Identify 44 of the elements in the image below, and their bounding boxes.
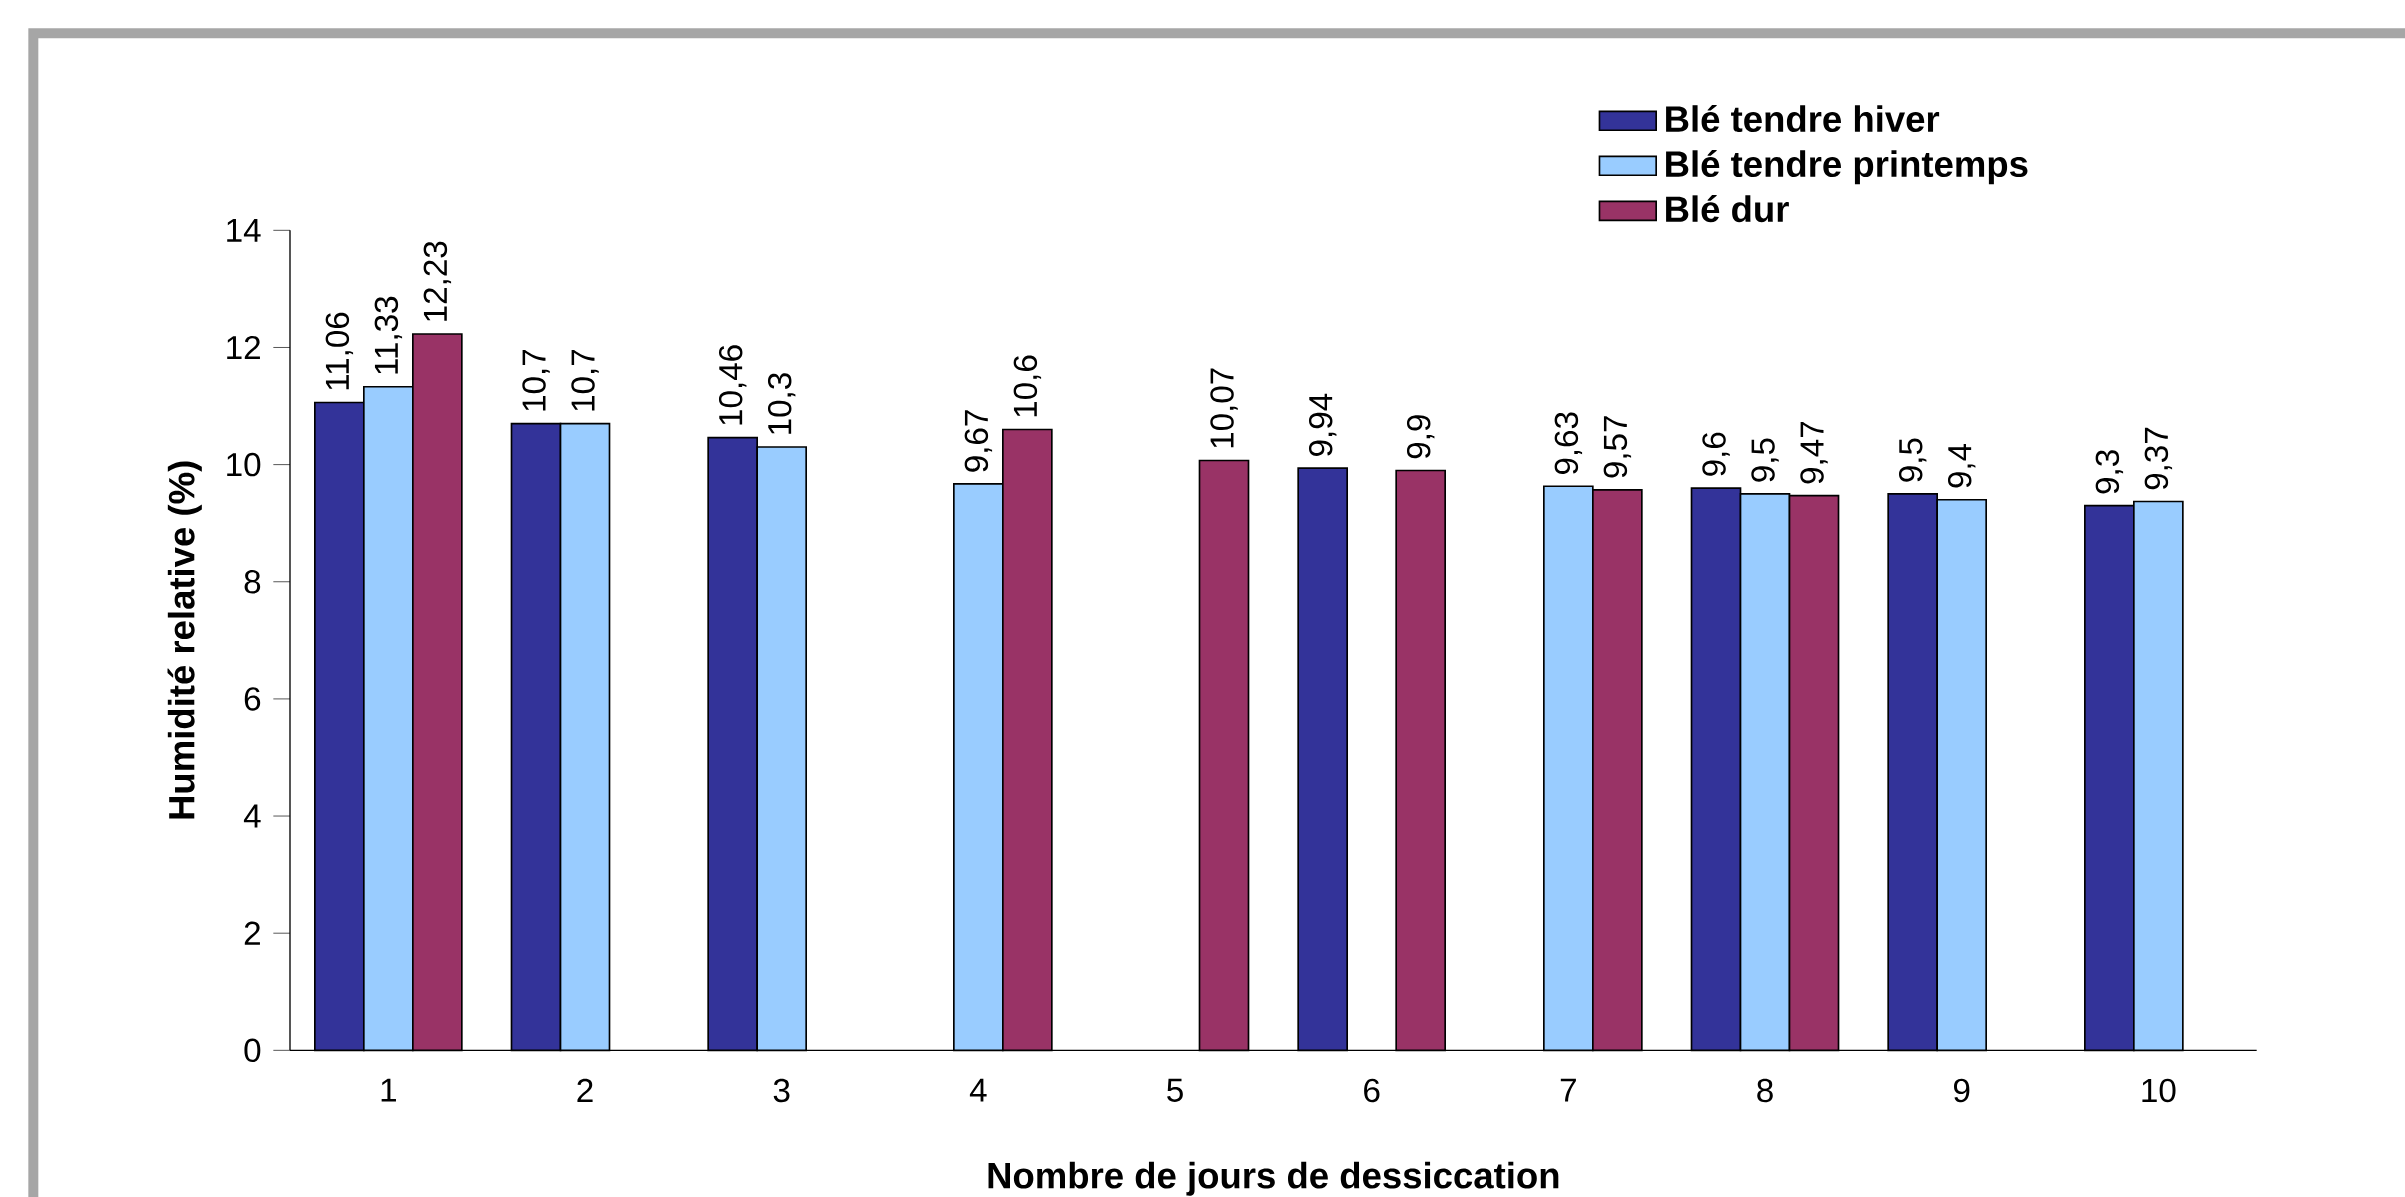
data-label: 9,5 (1751, 438, 1779, 482)
x-tick-label: 1 (381, 1078, 396, 1102)
x-tick-label: 9 (1954, 1078, 1970, 1103)
data-label: 9,4 (1947, 443, 1976, 488)
legend-label: Blé tendre hiver (1666, 104, 1940, 133)
data-label: 9,57 (1603, 416, 1632, 478)
data-label: 9,5 (1898, 438, 1927, 482)
data-label: 10,3 (767, 373, 796, 434)
data-label: 10,7 (571, 349, 599, 411)
data-label: 10,6 (1013, 355, 1042, 417)
x-tick-label: 3 (773, 1078, 790, 1103)
legend-label: Blé tendre printemps (1666, 149, 2028, 185)
data-label: 10,07 (1210, 368, 1238, 448)
y-tick-label: 12 (227, 335, 260, 360)
data-label: 9,94 (1308, 393, 1337, 456)
x-axis-title: Nombre de jours de dessiccation (988, 1161, 1559, 1196)
data-label: 10,46 (718, 345, 747, 425)
x-tick-label: 2 (577, 1078, 593, 1102)
legend-label: Blé dur (1666, 195, 1789, 223)
y-tick-label: 6 (244, 687, 261, 711)
data-label: 11,33 (374, 296, 403, 374)
data-label: 9,6 (1702, 432, 1730, 476)
y-axis-title: Humidité relative (%) (167, 461, 202, 819)
x-tick-label: 7 (1560, 1078, 1576, 1102)
x-tick-label: 5 (1167, 1078, 1183, 1102)
y-tick-label: 14 (227, 218, 261, 242)
y-tick-label: 8 (244, 570, 261, 594)
data-label: 9,67 (964, 410, 993, 472)
y-tick-label: 2 (244, 921, 260, 945)
data-label: 10,7 (522, 349, 550, 411)
y-tick-label: 10 (227, 452, 261, 477)
x-tick-label: 6 (1364, 1078, 1380, 1103)
x-tick-label: 4 (969, 1078, 987, 1102)
y-tick-label: 4 (243, 804, 261, 828)
data-label: 9,37 (2144, 427, 2173, 490)
data-label: 12,23 (423, 241, 452, 321)
data-label: 9,9 (1406, 415, 1435, 459)
data-label: 9,63 (1554, 412, 1583, 475)
data-label: 9,47 (1800, 422, 1828, 484)
y-tick-label: 0 (244, 1038, 261, 1063)
x-tick-label: 10 (2142, 1078, 2176, 1103)
data-label: 9,3 (2095, 450, 2124, 494)
data-label: 11,06 (325, 312, 354, 390)
x-tick-label: 8 (1757, 1078, 1773, 1103)
